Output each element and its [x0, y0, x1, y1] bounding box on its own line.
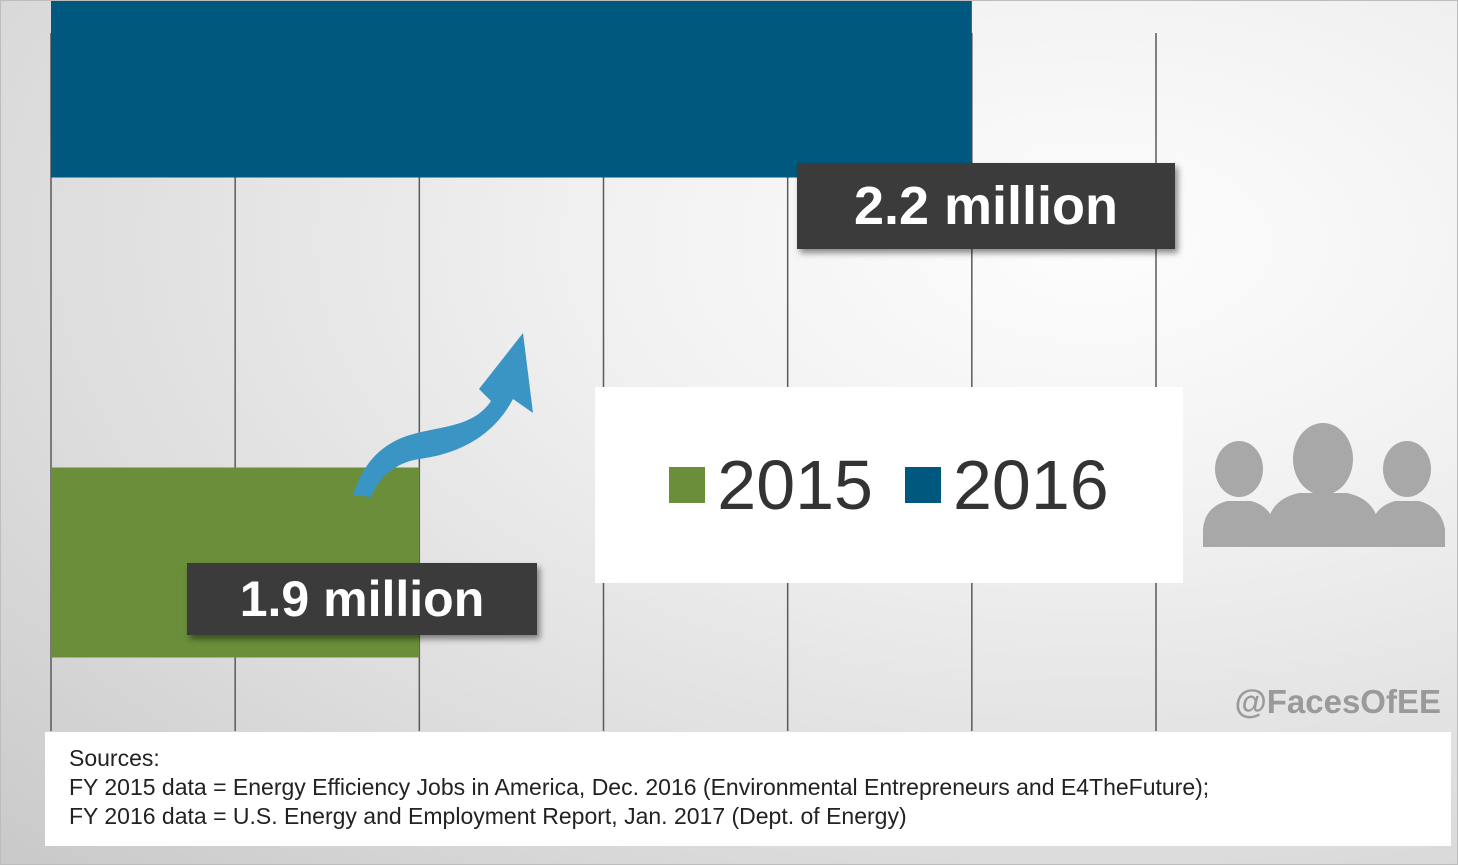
legend-item-2016: 2016 — [905, 445, 1109, 525]
bar-2016 — [51, 1, 972, 178]
source-line-2015: FY 2015 data = Energy Efficiency Jobs in… — [69, 774, 1210, 800]
sources-heading: Sources: — [69, 745, 160, 771]
legend-swatch-2015 — [669, 467, 706, 503]
legend-label-2015: 2015 — [717, 446, 873, 524]
source-line-2016: FY 2016 data = U.S. Energy and Employmen… — [69, 803, 907, 829]
bar-value-label-2016: 2.2 million — [797, 163, 1175, 249]
chart-legend: 2015 2016 — [595, 387, 1183, 583]
legend-swatch-2016 — [905, 467, 941, 503]
people-group-icon — [1203, 423, 1445, 547]
bar-value-label-2015: 1.9 million — [187, 563, 537, 635]
sources-panel: Sources: FY 2015 data = Energy Efficienc… — [45, 732, 1451, 846]
social-handle: @FacesOfEE — [1234, 683, 1441, 720]
curved-up-arrow-icon — [353, 333, 533, 497]
legend-label-2016: 2016 — [953, 446, 1109, 524]
legend-item-2015: 2015 — [669, 445, 873, 525]
